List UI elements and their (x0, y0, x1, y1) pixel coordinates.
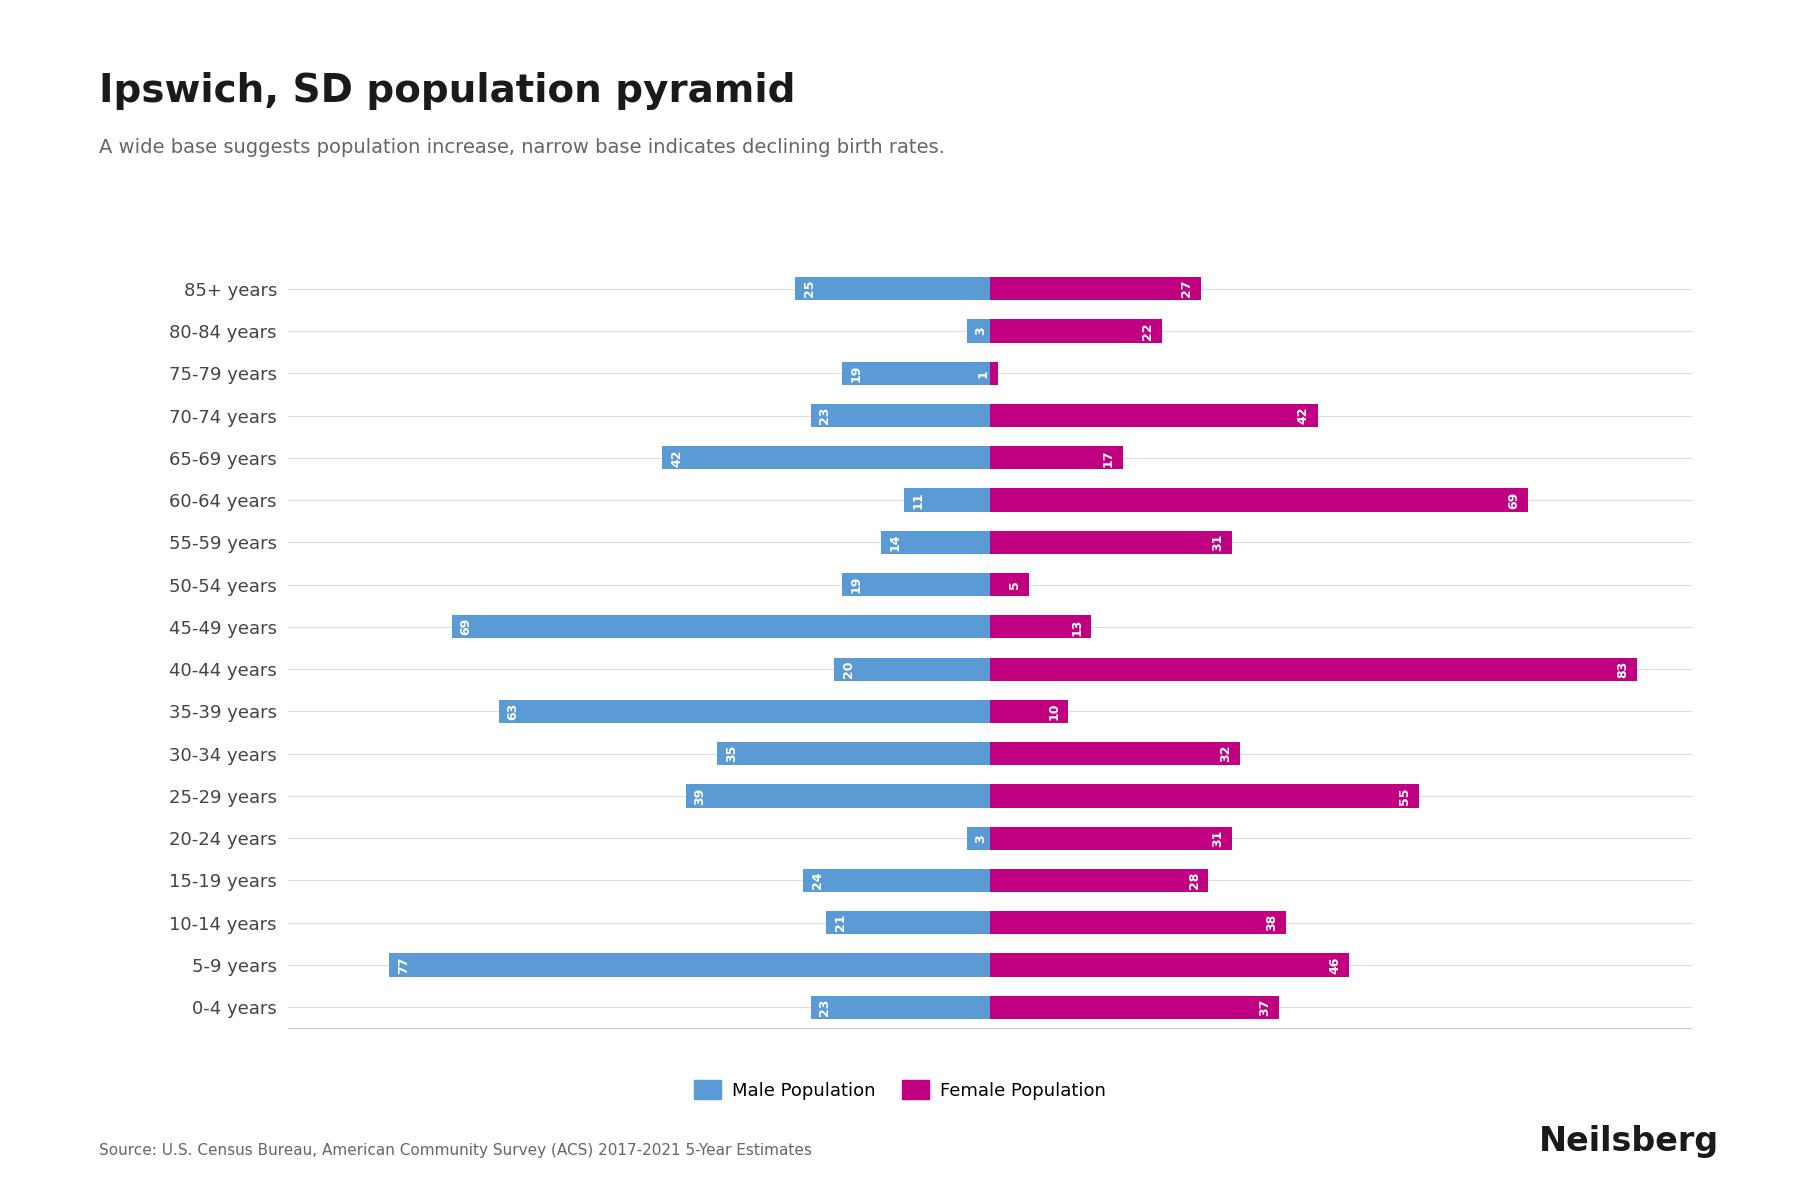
Text: 46: 46 (1328, 956, 1341, 973)
Bar (990, 616, 1091, 638)
Text: Ipswich, SD population pyramid: Ipswich, SD population pyramid (99, 72, 796, 110)
Bar (990, 404, 1318, 427)
Text: Neilsberg: Neilsberg (1539, 1126, 1719, 1158)
Text: 22: 22 (1141, 323, 1154, 340)
Text: 69: 69 (459, 618, 473, 636)
Bar (842, 572, 990, 596)
Text: 24: 24 (810, 871, 824, 889)
Bar (842, 361, 990, 385)
Text: 23: 23 (819, 407, 832, 425)
Bar (990, 572, 1030, 596)
Text: 28: 28 (1188, 871, 1201, 889)
Bar (662, 446, 990, 469)
Text: 3: 3 (974, 834, 988, 842)
Text: 55: 55 (1399, 787, 1411, 805)
Bar (990, 700, 1067, 724)
Text: 83: 83 (1616, 660, 1629, 678)
Text: 27: 27 (1179, 280, 1193, 298)
Bar (826, 911, 990, 935)
Bar (686, 785, 990, 808)
Bar (990, 996, 1278, 1019)
Bar (990, 658, 1638, 680)
Bar (990, 319, 1161, 343)
Bar (990, 911, 1287, 935)
Text: 25: 25 (803, 280, 815, 298)
Bar (990, 446, 1123, 469)
Text: 21: 21 (833, 914, 848, 931)
Bar (967, 827, 990, 850)
Text: 37: 37 (1258, 998, 1271, 1016)
Text: 20: 20 (842, 660, 855, 678)
Bar (990, 488, 1528, 511)
Text: 23: 23 (819, 998, 832, 1016)
Text: 19: 19 (850, 576, 862, 593)
Text: 42: 42 (1296, 407, 1310, 425)
Bar (990, 785, 1418, 808)
Bar (452, 616, 990, 638)
Text: 63: 63 (506, 703, 520, 720)
Text: 31: 31 (1211, 534, 1224, 551)
Bar (967, 319, 990, 343)
Bar (990, 742, 1240, 766)
Bar (499, 700, 990, 724)
Text: 31: 31 (1211, 829, 1224, 847)
Text: 35: 35 (725, 745, 738, 762)
Text: 38: 38 (1265, 914, 1278, 931)
Text: 19: 19 (850, 365, 862, 382)
Bar (990, 869, 1208, 892)
Legend: Male Population, Female Population: Male Population, Female Population (686, 1073, 1114, 1106)
Bar (990, 953, 1348, 977)
Bar (803, 869, 990, 892)
Bar (990, 530, 1231, 554)
Text: 69: 69 (1507, 492, 1521, 509)
Bar (389, 953, 990, 977)
Text: 11: 11 (913, 491, 925, 509)
Text: 32: 32 (1219, 745, 1231, 762)
Bar (990, 827, 1231, 850)
Text: 77: 77 (398, 956, 410, 973)
Text: 17: 17 (1102, 449, 1114, 467)
Bar (990, 361, 997, 385)
Text: Source: U.S. Census Bureau, American Community Survey (ACS) 2017-2021 5-Year Est: Source: U.S. Census Bureau, American Com… (99, 1142, 812, 1158)
Text: A wide base suggests population increase, narrow base indicates declining birth : A wide base suggests population increase… (99, 138, 945, 157)
Text: 5: 5 (1008, 581, 1021, 589)
Bar (833, 658, 990, 680)
Bar (880, 530, 990, 554)
Text: 10: 10 (1048, 703, 1060, 720)
Text: 39: 39 (693, 787, 707, 804)
Bar (990, 277, 1201, 300)
Text: 1: 1 (977, 368, 990, 378)
Bar (796, 277, 990, 300)
Bar (904, 488, 990, 511)
Bar (810, 996, 990, 1019)
Text: 14: 14 (889, 534, 902, 551)
Text: 13: 13 (1071, 618, 1084, 636)
Bar (716, 742, 990, 766)
Text: 42: 42 (670, 449, 684, 467)
Bar (810, 404, 990, 427)
Text: 3: 3 (974, 326, 988, 335)
